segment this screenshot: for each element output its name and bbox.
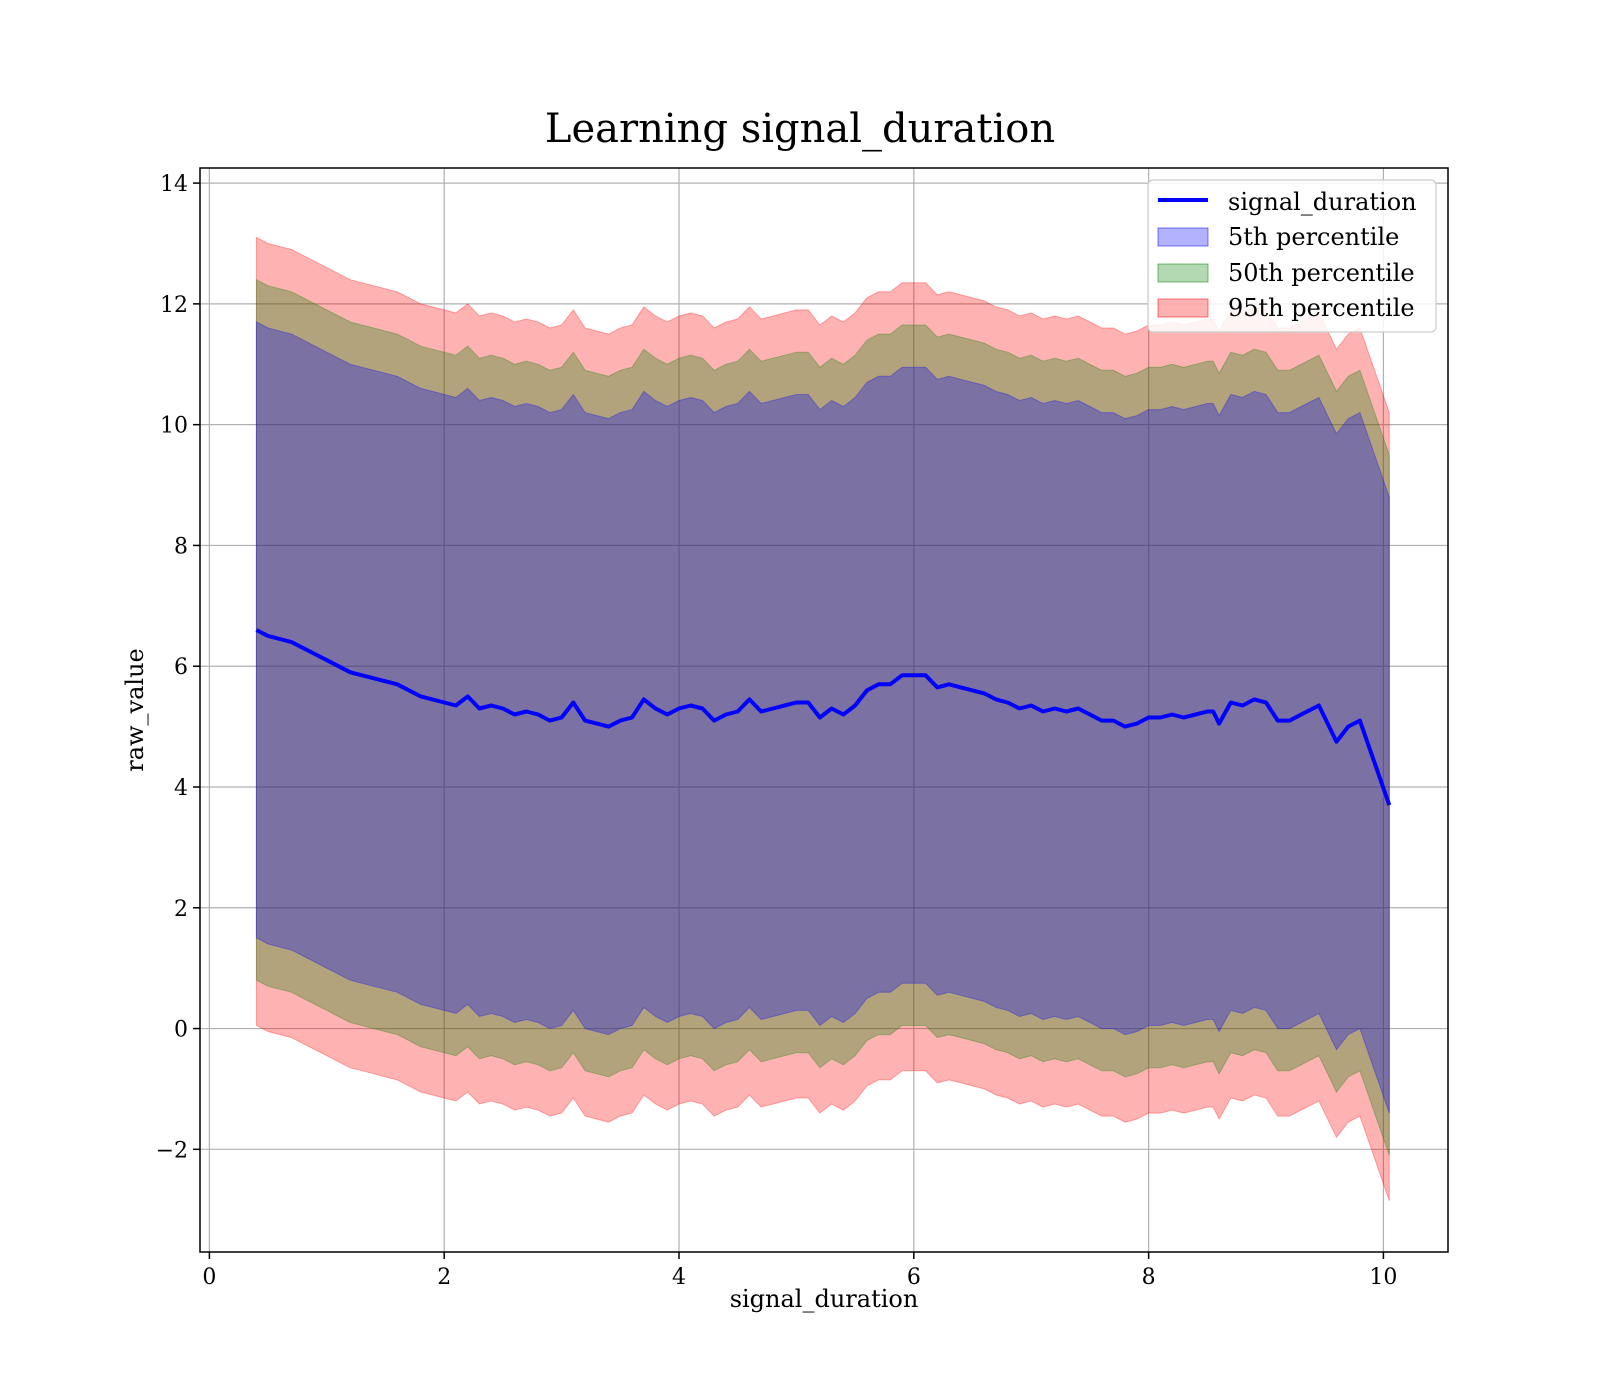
y-tick-label: −2	[156, 1138, 188, 1163]
legend-label-5th-percentile: 5th percentile	[1228, 223, 1399, 251]
band-95th-percentile	[255, 236, 1390, 1201]
legend-swatch-5th-percentile	[1157, 227, 1209, 247]
legend-swatch-50th-percentile	[1157, 263, 1209, 283]
x-tick-label: 8	[1142, 1265, 1156, 1290]
y-axis-ticks: −2 0 2 4 6 8 10 12 14	[156, 172, 200, 1163]
y-axis-label: raw_value	[121, 648, 149, 772]
y-tick-label: 8	[174, 534, 188, 559]
y-tick-label: 4	[174, 776, 188, 801]
x-tick-label: 0	[202, 1265, 216, 1290]
grid	[200, 168, 1448, 1252]
legend-label-95th-percentile: 95th percentile	[1228, 294, 1415, 322]
x-axis-label: signal_duration	[730, 1285, 919, 1313]
x-tick-label: 2	[437, 1265, 451, 1290]
y-tick-label: 12	[160, 293, 188, 318]
legend-label-50th-percentile: 50th percentile	[1228, 259, 1415, 287]
y-tick-label: 14	[160, 172, 188, 197]
y-tick-label: 6	[174, 655, 188, 680]
y-tick-label: 10	[160, 414, 188, 439]
x-tick-label: 10	[1369, 1265, 1397, 1290]
plot-frame	[199, 167, 1449, 1253]
y-tick-label: 0	[174, 1018, 188, 1043]
x-tick-label: 6	[907, 1265, 921, 1290]
chart-title: Learning signal_duration	[545, 106, 1055, 152]
line-layer	[255, 628, 1392, 806]
legend-label-signal-duration: signal_duration	[1228, 188, 1417, 216]
y-tick-label: 2	[174, 897, 188, 922]
legend: signal_duration 5th percentile 50th perc…	[1147, 179, 1437, 333]
x-tick-label: 4	[672, 1265, 686, 1290]
legend-swatch-95th-percentile	[1157, 298, 1209, 318]
x-axis-ticks: 0 2 4 6 8 10	[202, 1252, 1397, 1290]
series-line-signal-duration	[255, 628, 1392, 806]
legend-box	[1147, 179, 1437, 333]
percentile-bands	[255, 236, 1390, 1201]
